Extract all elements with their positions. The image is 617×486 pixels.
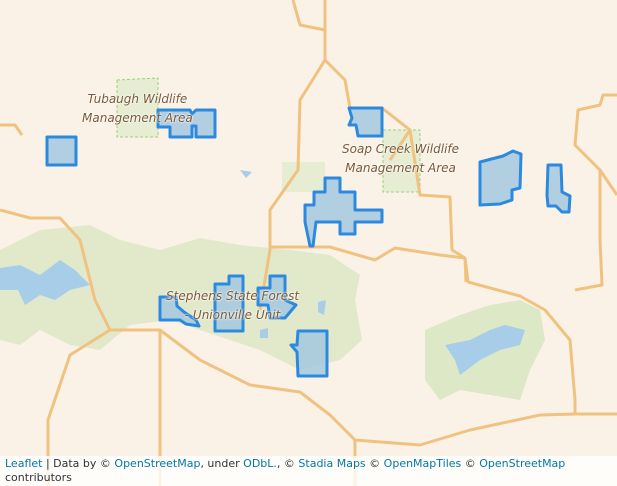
label-line: Tubaugh Wildlife [87, 92, 188, 106]
lake-east [445, 325, 525, 375]
polygon-stephens-west [158, 295, 201, 328]
attr-text: | Data by © [42, 457, 115, 470]
lake-west [0, 260, 90, 305]
label-line: Management Area [345, 161, 456, 175]
polygon-east-1 [478, 149, 523, 207]
polygon-1 [45, 135, 78, 167]
park-soap [282, 162, 325, 192]
label-line: Management Area [82, 111, 193, 125]
odbl-link[interactable]: ODbL. [243, 457, 277, 470]
polygon-tubaugh [156, 108, 217, 139]
osm-link[interactable]: OpenStreetMap [114, 457, 201, 470]
label-tubaugh: Tubaugh Wildlife Management Area [82, 90, 193, 128]
pond3 [260, 328, 268, 338]
openmaptiles-link[interactable]: OpenMapTiles [383, 457, 462, 470]
attribution: Leaflet | Data by © OpenStreetMap, under… [0, 456, 617, 486]
polygon-south [289, 329, 329, 378]
attr-text: © [461, 457, 480, 470]
pond [240, 170, 252, 178]
attr-text: , under [200, 457, 244, 470]
label-line: Stephens State Forest [166, 289, 300, 303]
park-soap2 [382, 129, 421, 193]
polygon-soap-north [347, 106, 384, 138]
area-polygons[interactable] [45, 106, 572, 378]
label-line: Soap Creek Wildlife [342, 142, 460, 156]
polygon-stephens-east [256, 274, 298, 320]
pond2 [318, 300, 326, 315]
water [0, 170, 525, 375]
stadia-link[interactable]: Stadia Maps [298, 457, 366, 470]
park-tubaugh [116, 77, 159, 138]
label-line: - Unionville Unit [184, 308, 281, 322]
polygon-soap-central [303, 176, 384, 248]
parks [0, 77, 545, 400]
label-stephens: Stephens State Forest - Unionville Unit [166, 287, 299, 325]
polygon-stephens-center [213, 274, 245, 333]
leaflet-link[interactable]: Leaflet [5, 457, 43, 470]
label-soap-creek: Soap Creek Wildlife Management Area [342, 140, 459, 178]
attr-text: , © [276, 457, 299, 470]
park-stephens [0, 225, 362, 370]
polygon-east-2 [545, 163, 572, 214]
osm-link-2[interactable]: OpenStreetMap [479, 457, 566, 470]
attr-text: contributors [5, 471, 72, 484]
attr-text: © [365, 457, 384, 470]
